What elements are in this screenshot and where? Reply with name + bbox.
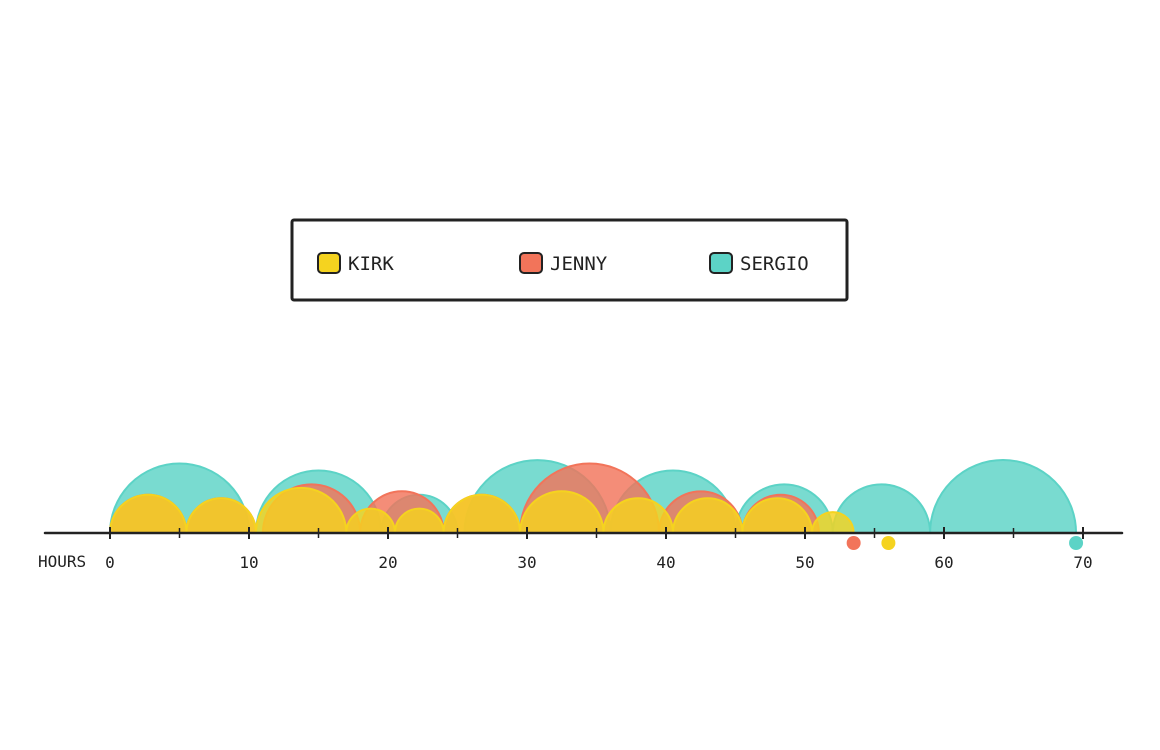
legend-label-kirk: KIRK [348,253,394,275]
x-tick-label-10: 10 [239,553,258,572]
legend: KIRK JENNY SERGIO [290,218,849,302]
legend-swatch-jenny [519,252,543,274]
legend-swatch-kirk [317,252,341,274]
x-tick-label-40: 40 [656,553,675,572]
x-axis-ticks: 0 10 20 30 40 50 60 70 [105,527,1093,572]
sergio-arc-8 [929,459,1078,534]
x-tick-label-50: 50 [795,553,814,572]
kirk-arc-3 [254,486,348,534]
sergio-end-point [1069,536,1084,550]
kirk-end-point [881,536,896,550]
x-tick-label-0: 0 [105,553,115,572]
legend-label-jenny: JENNY [550,253,608,275]
x-tick-label-60: 60 [934,553,953,572]
x-tick-label-20: 20 [378,553,397,572]
kirk-arc-4 [345,507,396,534]
jenny-end-point [846,536,861,550]
arcs-layer [108,459,1078,534]
legend-swatch-sergio [709,252,733,274]
kirk-arc-7 [519,490,605,534]
legend-label-sergio: SERGIO [740,253,809,275]
kirk-arc-9 [671,497,744,534]
kirk-arc-10 [741,497,813,534]
kirk-arc-6 [442,493,522,534]
legend-box [290,218,849,302]
sergio-arc-7 [831,483,932,534]
x-tick-label-30: 30 [517,553,536,572]
kirk-arc-5 [393,507,445,534]
x-tick-label-70: 70 [1073,553,1092,572]
endpoints-layer [846,536,1084,550]
kirk-arc-1 [108,493,188,534]
kirk-arc-8 [602,497,674,534]
x-axis-label: HOURS [38,552,86,571]
kirk-arc-2 [185,497,257,534]
kirk-arc-11 [810,511,855,534]
